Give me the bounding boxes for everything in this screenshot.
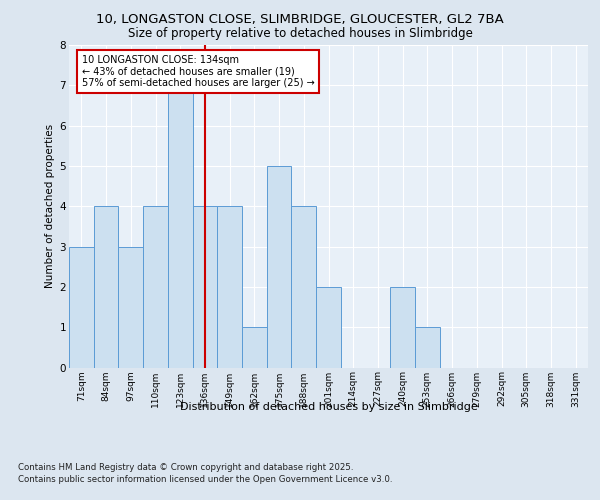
Bar bbox=[193, 206, 217, 368]
Bar bbox=[415, 327, 440, 368]
Bar bbox=[168, 86, 193, 368]
Text: Contains HM Land Registry data © Crown copyright and database right 2025.: Contains HM Land Registry data © Crown c… bbox=[18, 462, 353, 471]
Text: Contains public sector information licensed under the Open Government Licence v3: Contains public sector information licen… bbox=[18, 475, 392, 484]
Bar bbox=[390, 287, 415, 368]
Bar bbox=[143, 206, 168, 368]
Bar bbox=[292, 206, 316, 368]
Bar bbox=[242, 327, 267, 368]
Bar bbox=[316, 287, 341, 368]
Text: Size of property relative to detached houses in Slimbridge: Size of property relative to detached ho… bbox=[128, 28, 472, 40]
Y-axis label: Number of detached properties: Number of detached properties bbox=[46, 124, 55, 288]
Text: Distribution of detached houses by size in Slimbridge: Distribution of detached houses by size … bbox=[180, 402, 478, 412]
Bar bbox=[69, 246, 94, 368]
Text: 10 LONGASTON CLOSE: 134sqm
← 43% of detached houses are smaller (19)
57% of semi: 10 LONGASTON CLOSE: 134sqm ← 43% of deta… bbox=[82, 55, 314, 88]
Bar bbox=[94, 206, 118, 368]
Text: 10, LONGASTON CLOSE, SLIMBRIDGE, GLOUCESTER, GL2 7BA: 10, LONGASTON CLOSE, SLIMBRIDGE, GLOUCES… bbox=[96, 12, 504, 26]
Bar bbox=[217, 206, 242, 368]
Bar bbox=[267, 166, 292, 368]
Bar bbox=[118, 246, 143, 368]
